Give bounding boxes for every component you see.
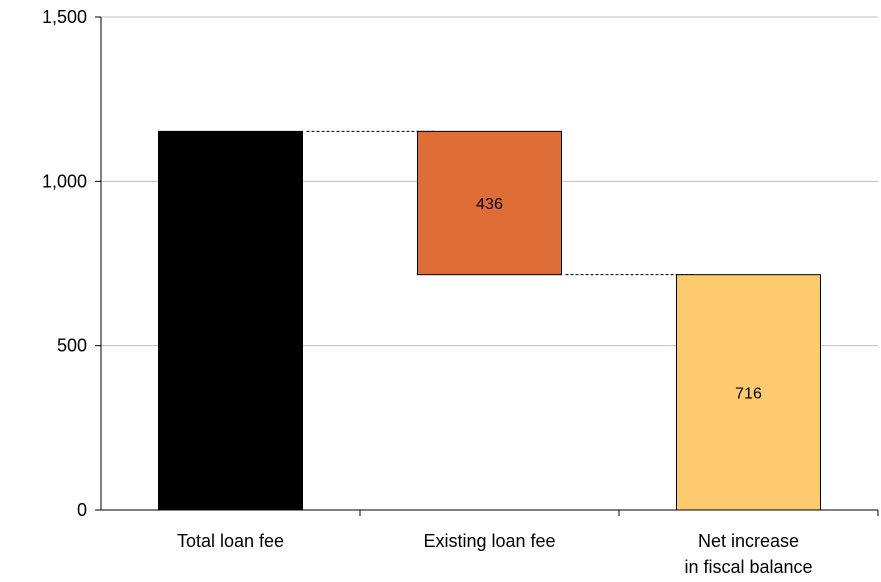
connector-lines bbox=[306, 130, 695, 276]
category-label: Net increase bbox=[698, 531, 799, 551]
data-label: 436 bbox=[476, 196, 503, 213]
category-label: Total loan fee bbox=[177, 531, 284, 551]
data-label: 716 bbox=[735, 385, 762, 402]
y-tick-label: 1,000 bbox=[42, 171, 87, 191]
bars bbox=[158, 130, 821, 511]
y-tick-label: 1,500 bbox=[42, 7, 87, 27]
y-tick-label: 500 bbox=[57, 336, 87, 356]
labels: 436 716 Total loan fee Existing loan fee Net… bbox=[177, 196, 813, 577]
bar-1 bbox=[158, 130, 303, 511]
bar-3 bbox=[676, 274, 821, 511]
y-tick-label: 0 bbox=[77, 500, 87, 520]
category-label: in fiscal balance bbox=[684, 557, 812, 577]
category-label: Existing loan fee bbox=[423, 531, 555, 551]
bar-2 bbox=[417, 130, 562, 276]
